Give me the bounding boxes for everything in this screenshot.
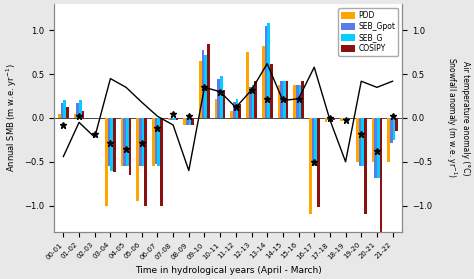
Bar <box>236 99 238 118</box>
Bar <box>82 111 84 118</box>
Bar <box>377 118 380 177</box>
Bar <box>186 118 189 125</box>
Bar <box>233 102 236 118</box>
Bar <box>317 118 319 207</box>
Legend: PDD, SEB_Gpot, SEB_G, COSIPY: PDD, SEB_Gpot, SEB_G, COSIPY <box>338 8 398 56</box>
Bar <box>123 118 126 166</box>
Bar <box>207 44 210 118</box>
Bar <box>110 118 113 170</box>
Bar <box>152 118 155 166</box>
Bar <box>311 118 314 166</box>
Bar <box>176 118 178 120</box>
Bar <box>395 118 398 131</box>
Bar <box>61 103 64 118</box>
Bar <box>58 114 61 118</box>
Bar <box>230 111 233 118</box>
Bar <box>356 118 358 162</box>
Bar <box>191 118 194 125</box>
Bar <box>293 85 296 118</box>
Bar <box>392 118 395 140</box>
Bar <box>252 85 254 118</box>
Bar <box>309 118 311 214</box>
Bar <box>340 118 343 121</box>
Bar <box>361 118 364 166</box>
Bar <box>173 118 176 120</box>
Bar <box>142 118 145 166</box>
Bar <box>283 81 285 118</box>
Bar <box>129 118 131 175</box>
Bar <box>74 114 76 118</box>
Bar <box>126 118 129 166</box>
Bar <box>199 61 202 118</box>
Bar <box>137 118 139 201</box>
Bar <box>215 99 218 118</box>
Bar <box>267 23 270 118</box>
Bar <box>223 90 226 118</box>
Bar <box>246 52 249 118</box>
Bar <box>270 64 273 118</box>
Bar <box>202 50 204 118</box>
Bar <box>387 118 390 162</box>
Bar <box>168 118 171 120</box>
Bar <box>374 118 377 177</box>
Bar <box>108 118 110 166</box>
Bar <box>264 26 267 118</box>
Bar <box>204 55 207 118</box>
Bar <box>220 76 223 118</box>
Bar <box>330 118 333 120</box>
Bar <box>139 118 142 166</box>
Bar <box>380 118 382 232</box>
Bar <box>372 118 374 162</box>
Bar <box>280 81 283 118</box>
Bar <box>183 118 186 125</box>
Bar <box>66 107 69 118</box>
Bar <box>296 85 299 118</box>
Bar <box>285 81 288 118</box>
Y-axis label: Air temperature anomaly (°C)
Snowfall anomaly (m w.e. yr$^{-1}$): Air temperature anomaly (°C) Snowfall an… <box>444 57 470 179</box>
Bar <box>249 87 252 118</box>
Bar <box>346 118 348 120</box>
Bar <box>325 118 327 122</box>
Bar <box>254 81 257 118</box>
Bar <box>301 81 304 118</box>
Bar <box>157 118 160 166</box>
Bar <box>343 118 346 120</box>
Bar <box>238 104 241 118</box>
Bar <box>358 118 361 166</box>
Bar <box>113 118 116 172</box>
Bar <box>390 118 392 143</box>
Bar <box>299 85 301 118</box>
Bar <box>262 46 264 118</box>
Bar <box>327 118 330 120</box>
Bar <box>171 118 173 120</box>
Bar <box>189 118 191 125</box>
Bar <box>314 118 317 166</box>
Bar <box>333 118 335 120</box>
Bar <box>105 118 108 206</box>
Bar <box>79 100 82 118</box>
Bar <box>76 103 79 118</box>
Bar <box>121 118 123 166</box>
Bar <box>364 118 366 214</box>
X-axis label: Time in hydrological years (April - March): Time in hydrological years (April - Marc… <box>135 266 321 275</box>
Bar <box>64 100 66 118</box>
Y-axis label: Annual SMB (m w.e. yr$^{-1}$): Annual SMB (m w.e. yr$^{-1}$) <box>4 64 18 172</box>
Bar <box>160 118 163 206</box>
Bar <box>155 118 157 163</box>
Bar <box>218 79 220 118</box>
Bar <box>278 85 280 118</box>
Bar <box>145 118 147 206</box>
